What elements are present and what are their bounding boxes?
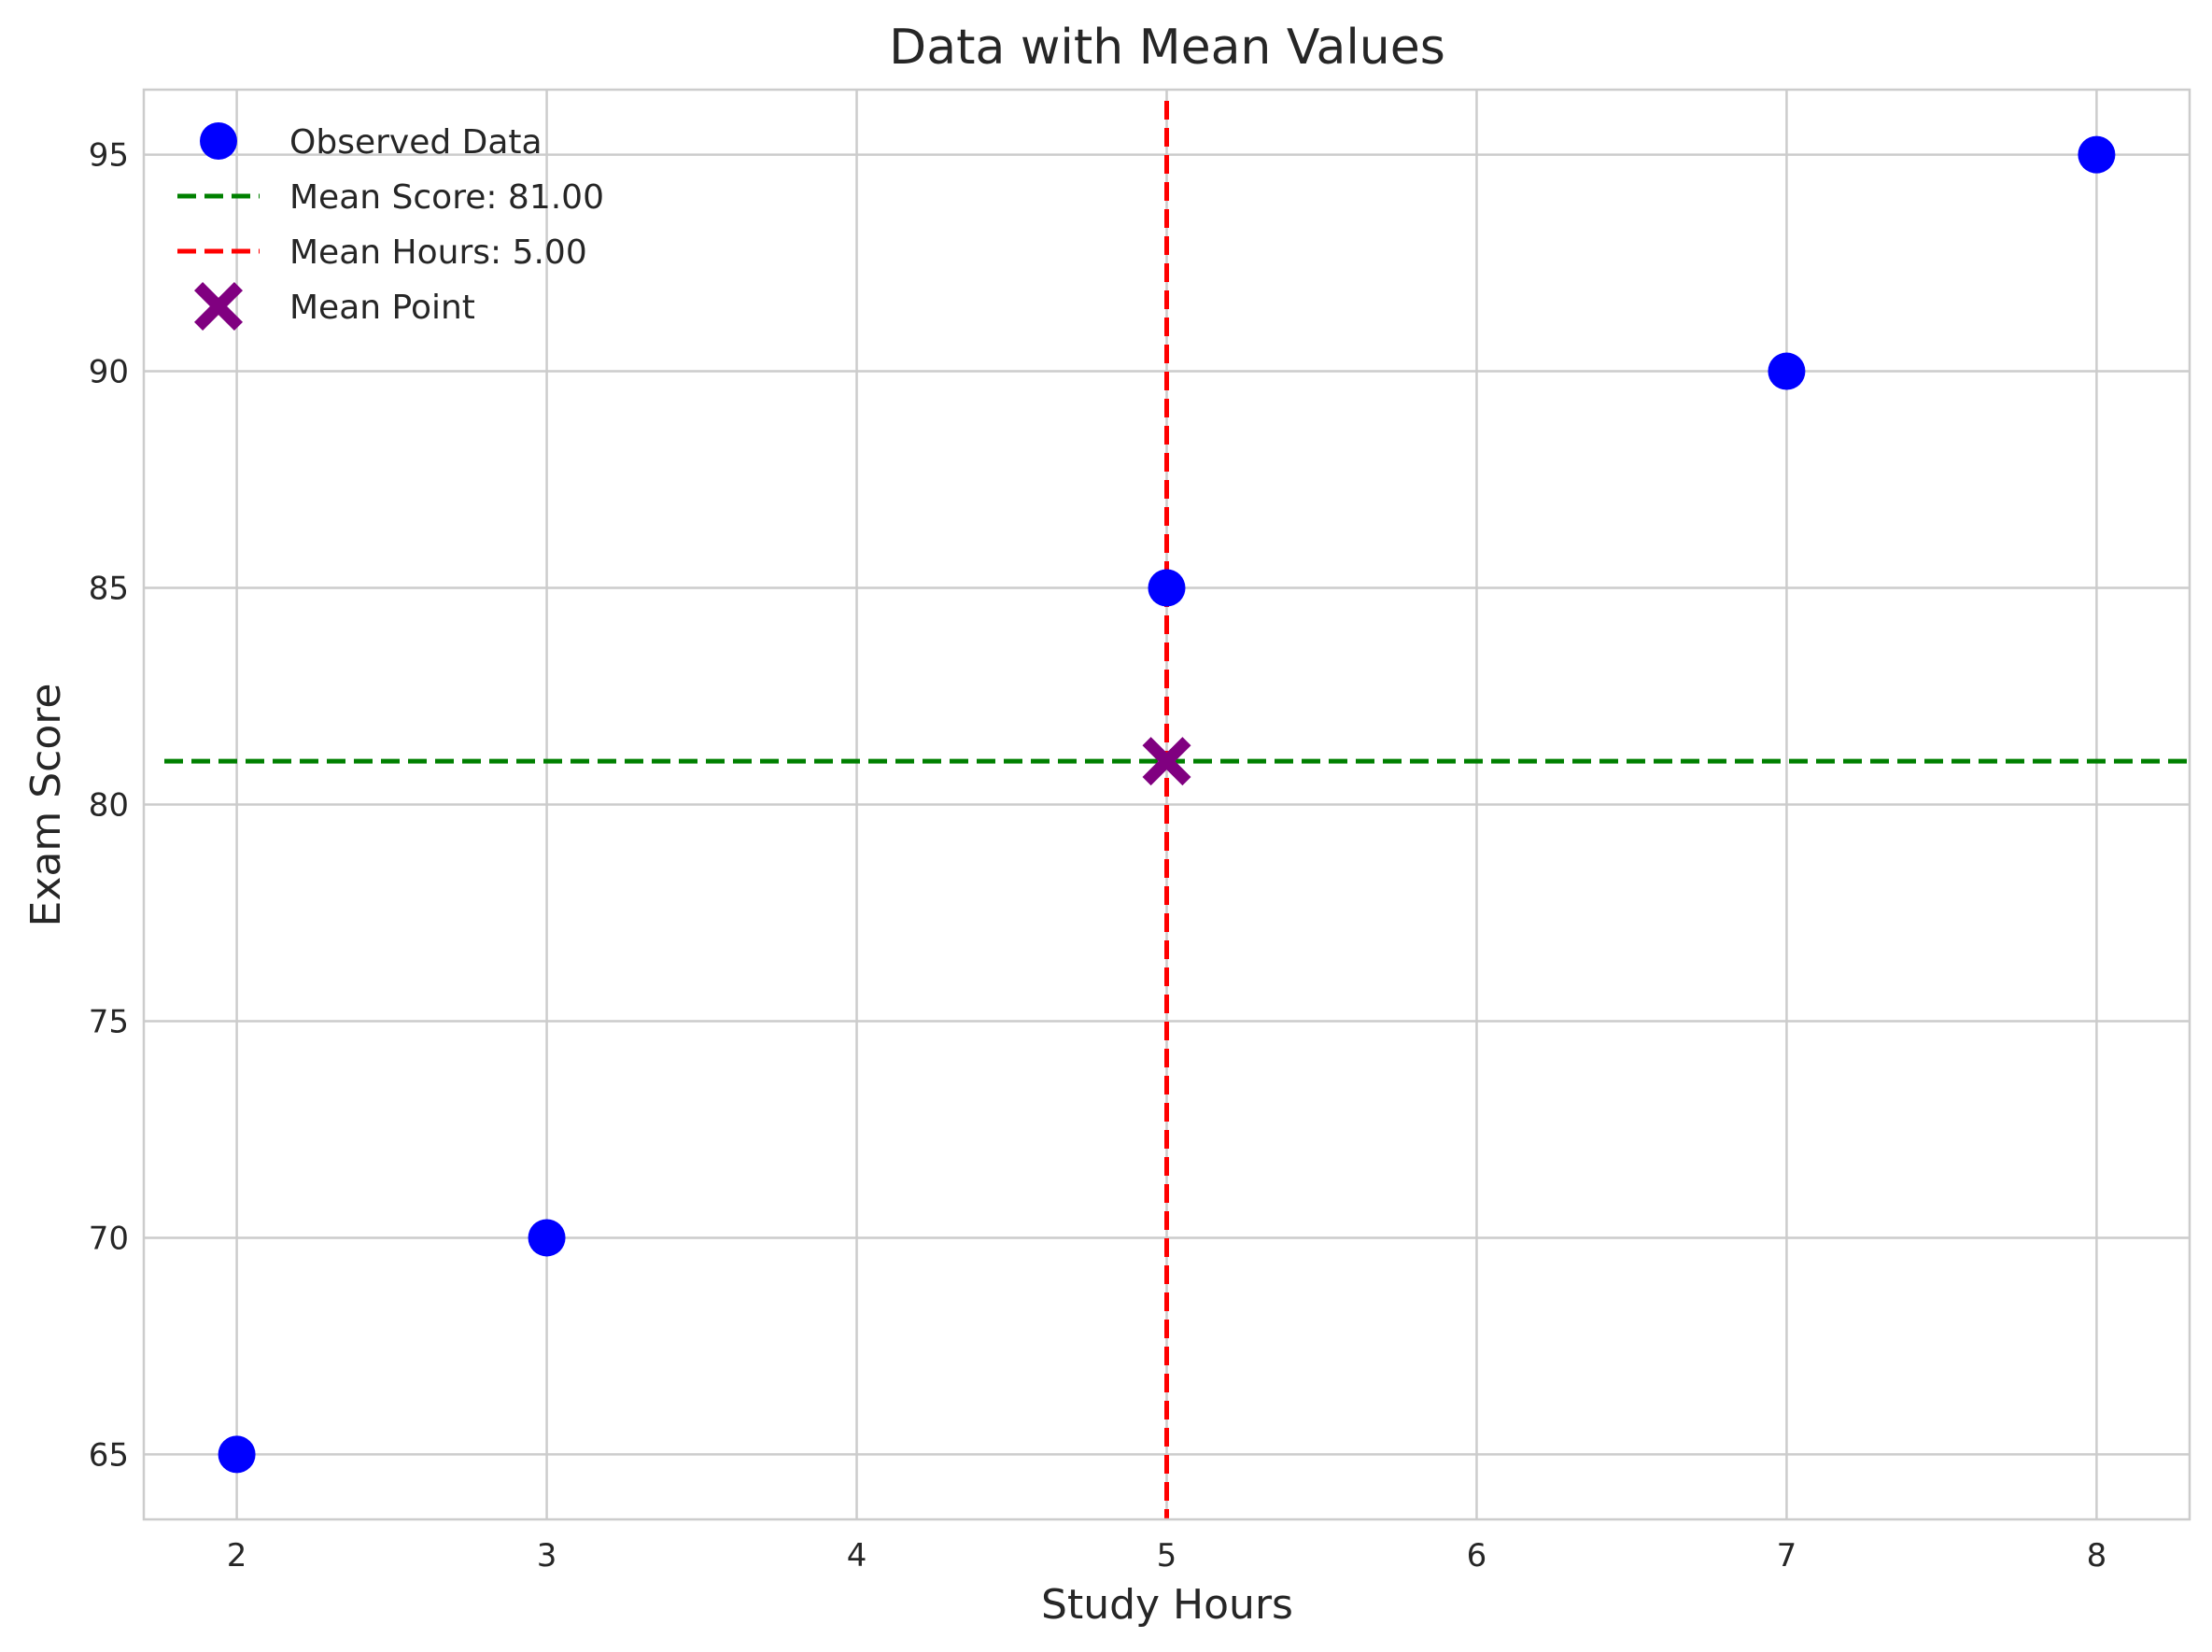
legend: Observed Data Mean Score: 81.00 Mean Hours… bbox=[177, 122, 604, 331]
x-tick-label: 3 bbox=[537, 1537, 557, 1574]
x-tick-label: 2 bbox=[227, 1537, 247, 1574]
y-tick-label: 70 bbox=[89, 1220, 129, 1257]
y-tick-labels: 65 70 75 80 85 90 95 bbox=[89, 137, 129, 1475]
legend-label: Mean Point bbox=[289, 289, 475, 327]
legend-label: Mean Hours: 5.00 bbox=[289, 233, 587, 272]
data-point bbox=[1768, 352, 1806, 390]
reference-lines bbox=[164, 101, 2190, 1519]
data-point bbox=[528, 1219, 566, 1257]
plot-frame bbox=[142, 88, 2191, 1521]
data-points bbox=[218, 135, 2116, 1474]
data-point bbox=[218, 1435, 256, 1474]
x-tick-label: 6 bbox=[1467, 1537, 1487, 1574]
legend-label: Mean Score: 81.00 bbox=[289, 178, 604, 217]
x-tick-label: 4 bbox=[847, 1537, 867, 1574]
chart-title: Data with Mean Values bbox=[889, 20, 1445, 76]
y-axis-title: Exam Score bbox=[22, 684, 70, 927]
y-tick-label: 80 bbox=[89, 787, 129, 825]
y-tick-label: 75 bbox=[89, 1003, 129, 1040]
x-axis-title: Study Hours bbox=[1041, 1581, 1293, 1629]
mean-point-marker bbox=[1142, 737, 1191, 786]
legend-label: Observed Data bbox=[289, 123, 542, 162]
data-point bbox=[1148, 569, 1186, 607]
x-tick-labels: 2 3 4 5 6 7 8 bbox=[227, 1537, 2106, 1574]
x-tick-label: 7 bbox=[1777, 1537, 1797, 1574]
mean-point-group bbox=[1142, 737, 1191, 786]
legend-x-marker bbox=[194, 282, 243, 331]
x-tick-label: 5 bbox=[1157, 1537, 1177, 1574]
data-point bbox=[2078, 135, 2116, 174]
y-tick-label: 95 bbox=[89, 137, 129, 175]
y-tick-label: 90 bbox=[89, 354, 129, 391]
y-tick-label: 85 bbox=[89, 571, 129, 608]
grid bbox=[144, 90, 2190, 1519]
y-tick-label: 65 bbox=[89, 1436, 129, 1474]
x-tick-label: 8 bbox=[2087, 1537, 2107, 1574]
legend-circle-marker bbox=[200, 122, 237, 160]
